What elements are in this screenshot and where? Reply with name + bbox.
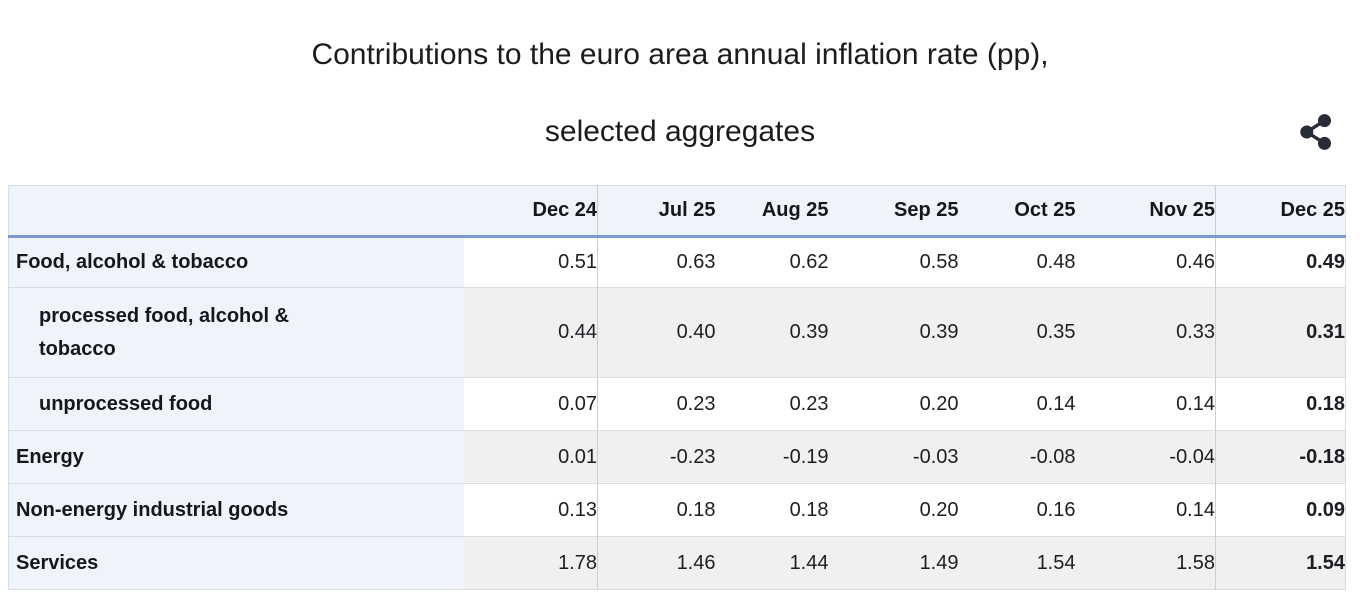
share-button[interactable] bbox=[1296, 110, 1336, 154]
cell-value: 0.14 bbox=[958, 377, 1076, 431]
cell-value-latest: -0.18 bbox=[1215, 430, 1346, 484]
cell-value: 0.39 bbox=[828, 287, 959, 378]
row-label-text: Services bbox=[16, 551, 99, 574]
row-label: unprocessed food bbox=[8, 377, 464, 431]
cell-value: 0.18 bbox=[715, 483, 829, 537]
cell-value: 0.58 bbox=[828, 236, 959, 288]
column-header-oct25: Oct 25 bbox=[958, 185, 1076, 238]
cell-value: 0.35 bbox=[958, 287, 1076, 378]
page-title: Contributions to the euro area annual in… bbox=[311, 38, 1049, 71]
column-header-dec24: Dec 24 bbox=[463, 185, 598, 238]
cell-value: -0.08 bbox=[958, 430, 1076, 484]
cell-value: 0.14 bbox=[1075, 483, 1216, 537]
cell-value: 0.51 bbox=[463, 236, 598, 288]
cell-value-latest: 0.09 bbox=[1215, 483, 1346, 537]
table-row-unprocessed-food: unprocessed food 0.07 0.23 0.23 0.20 0.1… bbox=[8, 377, 1346, 431]
column-header-rowlabel bbox=[8, 185, 464, 238]
cell-value: 0.20 bbox=[828, 377, 959, 431]
chart-title-block: Contributions to the euro area annual in… bbox=[0, 38, 1360, 148]
contributions-table: Dec 24 Jul 25 Aug 25 Sep 25 Oct 25 Nov 2… bbox=[8, 185, 1346, 590]
cell-value: 1.44 bbox=[715, 536, 829, 590]
table-row-processed-food: processed food, alcohol & tobacco 0.44 0… bbox=[8, 287, 1346, 378]
cell-value: 0.23 bbox=[597, 377, 716, 431]
column-header-jul25: Jul 25 bbox=[597, 185, 716, 238]
cell-value: 0.20 bbox=[828, 483, 959, 537]
cell-value: 1.54 bbox=[958, 536, 1076, 590]
row-label: processed food, alcohol & tobacco bbox=[8, 287, 464, 378]
row-label-text: unprocessed food bbox=[39, 392, 213, 415]
cell-value: 0.48 bbox=[958, 236, 1076, 288]
cell-value: 1.49 bbox=[828, 536, 959, 590]
table-row-services: Services 1.78 1.46 1.44 1.49 1.54 1.58 1… bbox=[8, 536, 1346, 590]
cell-value-latest: 0.31 bbox=[1215, 287, 1346, 378]
row-label: Non-energy industrial goods bbox=[8, 483, 464, 537]
cell-value: 1.58 bbox=[1075, 536, 1216, 590]
cell-value: -0.03 bbox=[828, 430, 959, 484]
column-header-aug25: Aug 25 bbox=[715, 185, 829, 238]
cell-value: 0.62 bbox=[715, 236, 829, 288]
column-header-nov25: Nov 25 bbox=[1075, 185, 1216, 238]
cell-value: 0.39 bbox=[715, 287, 829, 378]
cell-value: 1.46 bbox=[597, 536, 716, 590]
row-label: Food, alcohol & tobacco bbox=[8, 236, 464, 288]
cell-value-latest: 0.49 bbox=[1215, 236, 1346, 288]
column-header-sep25: Sep 25 bbox=[828, 185, 959, 238]
header-row: Dec 24 Jul 25 Aug 25 Sep 25 Oct 25 Nov 2… bbox=[8, 185, 1346, 238]
table-row-food-alcohol-tobacco: Food, alcohol & tobacco 0.51 0.63 0.62 0… bbox=[8, 236, 1346, 288]
cell-value: 0.01 bbox=[463, 430, 598, 484]
cell-value: 0.46 bbox=[1075, 236, 1216, 288]
page-subtitle: selected aggregates bbox=[544, 115, 816, 148]
cell-value-latest: 0.18 bbox=[1215, 377, 1346, 431]
cell-value: 0.44 bbox=[463, 287, 598, 378]
cell-value: 0.23 bbox=[715, 377, 829, 431]
cell-value: 0.18 bbox=[597, 483, 716, 537]
row-label-text: Energy bbox=[16, 445, 84, 468]
cell-value: -0.19 bbox=[715, 430, 829, 484]
row-label-text: processed food, alcohol & tobacco bbox=[39, 304, 290, 360]
row-label: Energy bbox=[8, 430, 464, 484]
share-icon bbox=[1300, 114, 1332, 150]
cell-value: -0.23 bbox=[597, 430, 716, 484]
row-label-text: Food, alcohol & tobacco bbox=[16, 251, 249, 273]
table-row-non-energy-industrial-goods: Non-energy industrial goods 0.13 0.18 0.… bbox=[8, 483, 1346, 537]
cell-value: 0.13 bbox=[463, 483, 598, 537]
row-label-text: Non-energy industrial goods bbox=[16, 498, 289, 521]
cell-value: 0.33 bbox=[1075, 287, 1216, 378]
cell-value: 0.07 bbox=[463, 377, 598, 431]
cell-value: -0.04 bbox=[1075, 430, 1216, 484]
cell-value-latest: 1.54 bbox=[1215, 536, 1346, 590]
cell-value: 0.14 bbox=[1075, 377, 1216, 431]
cell-value: 1.78 bbox=[463, 536, 598, 590]
table-row-energy: Energy 0.01 -0.23 -0.19 -0.03 -0.08 -0.0… bbox=[8, 430, 1346, 484]
row-label: Services bbox=[8, 536, 464, 590]
cell-value: 0.63 bbox=[597, 236, 716, 288]
column-header-dec25: Dec 25 bbox=[1215, 185, 1346, 238]
cell-value: 0.40 bbox=[597, 287, 716, 378]
cell-value: 0.16 bbox=[958, 483, 1076, 537]
